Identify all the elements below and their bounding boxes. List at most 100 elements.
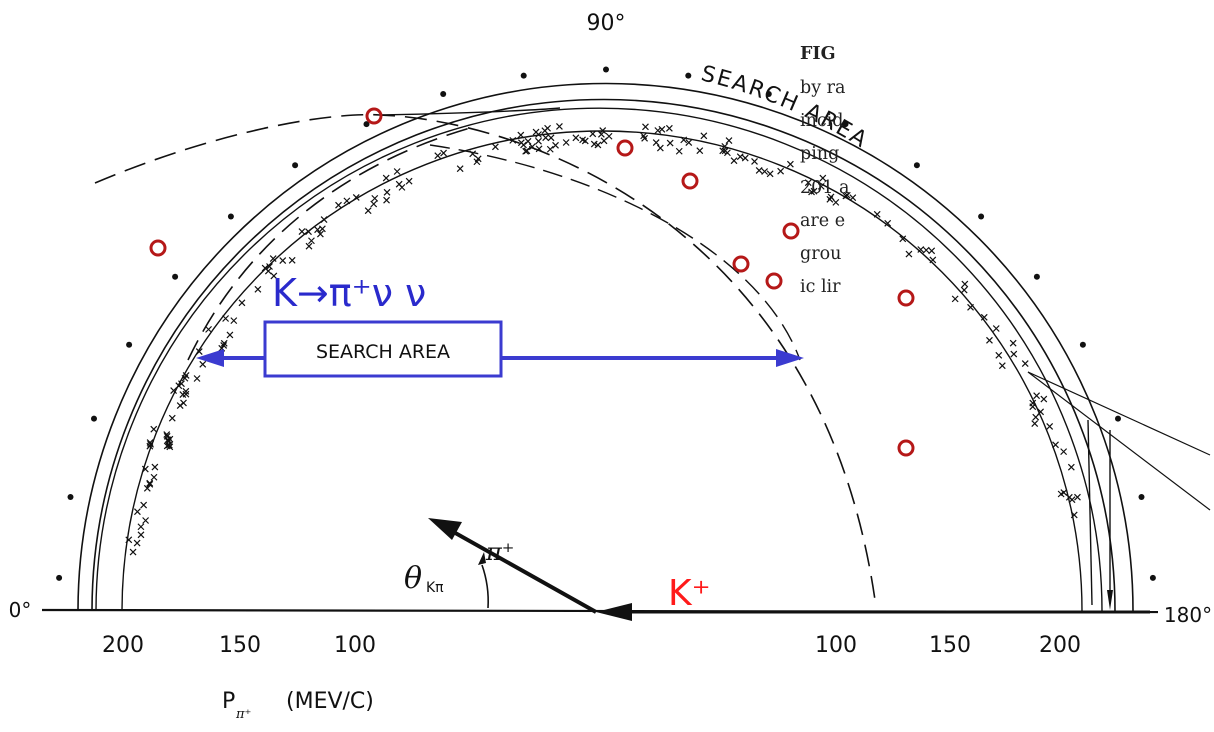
event-cross (905, 250, 913, 258)
event-cross (205, 325, 212, 333)
tick-right-150: 150 (929, 633, 971, 658)
event-cross (238, 299, 246, 307)
event-cross (917, 246, 925, 253)
right-guide-line (1087, 419, 1093, 606)
event-cross (761, 168, 769, 175)
event-cross (133, 539, 141, 547)
event-cross (725, 137, 733, 144)
angle-180-label: 180° (1164, 603, 1212, 627)
event-cross (656, 144, 664, 152)
outer-dot (1115, 415, 1121, 422)
event-cross (899, 235, 907, 243)
caption-line-5: 201 a (800, 178, 850, 198)
angle-0-label: 0° (9, 598, 32, 622)
event-cross (491, 143, 499, 151)
event-cross (199, 360, 207, 368)
event-cross (370, 200, 378, 208)
event-cross (544, 124, 552, 132)
event-cross (137, 523, 145, 531)
event-cross (832, 198, 840, 206)
theta-subscript: Kπ (426, 580, 444, 596)
event-cross (827, 193, 835, 201)
event-cross (542, 134, 550, 142)
event-crosses (125, 123, 1081, 556)
event-cross (264, 267, 272, 275)
search-arrow-left-head (196, 349, 224, 367)
event-cross (777, 167, 785, 175)
candidate-circle (765, 272, 783, 290)
event-cross (552, 141, 559, 149)
event-cross (170, 387, 178, 394)
candidate-circle (616, 139, 634, 157)
dashed-boundary-right (94, 113, 876, 601)
event-cross (751, 157, 758, 165)
search-area-arc-label: SEARCH AREA (699, 61, 873, 153)
event-cross (730, 157, 738, 165)
outer-dot (91, 415, 97, 422)
event-cross (1046, 422, 1054, 430)
event-cross (696, 147, 704, 155)
event-cross (535, 137, 542, 145)
event-cross (150, 425, 158, 433)
pion-label: π⁺ (485, 538, 514, 566)
event-cross (193, 375, 201, 382)
caption-line-2: by ra (800, 78, 846, 98)
outer-dot (1033, 273, 1040, 280)
search-area-box (263, 320, 503, 378)
dashed-boundary-left (187, 127, 471, 361)
dashed-top-link (379, 107, 561, 116)
event-cross (151, 463, 159, 471)
event-cross (546, 145, 554, 153)
candidate-circle (897, 289, 915, 307)
event-cross (986, 336, 993, 344)
event-cross (547, 134, 555, 142)
xaxis-label-unit: (MEV/C) (286, 689, 374, 714)
xaxis-label-sub: π⁺ (235, 707, 251, 722)
event-cross (884, 219, 892, 227)
dashed-boundary-mid (429, 144, 801, 361)
theta-label: θ (404, 561, 422, 596)
event-cross (666, 139, 674, 147)
event-cross (766, 170, 774, 178)
event-cross (298, 228, 306, 235)
outer-dot (1138, 494, 1145, 500)
event-cross (137, 531, 145, 539)
event-cross (556, 123, 563, 130)
event-cross (590, 140, 598, 148)
outer-dot (172, 273, 179, 280)
event-cross (220, 342, 228, 349)
outer-dot (67, 494, 74, 500)
candidate-circle (365, 107, 383, 125)
event-cross (308, 237, 315, 245)
down-arrowhead (1107, 590, 1113, 610)
event-cross (928, 247, 936, 255)
caption-line-1: FIG (800, 44, 836, 64)
caption-line-4: ping (800, 144, 840, 164)
outer-dot (126, 341, 133, 348)
event-cross (143, 484, 151, 492)
event-cross (182, 387, 190, 395)
event-cross (523, 147, 531, 155)
event-cross (654, 127, 662, 134)
event-cross (371, 194, 379, 202)
event-cross (434, 152, 442, 160)
caption-line-3: incid (800, 111, 844, 131)
event-cross (922, 246, 930, 254)
event-cross (140, 501, 148, 509)
kaon-label: K⁺ (668, 573, 711, 614)
event-cross (176, 402, 184, 410)
event-cross (1060, 489, 1068, 496)
event-cross (980, 313, 988, 321)
event-cross (270, 272, 278, 280)
outer-dot (56, 574, 63, 581)
outer-dot (978, 213, 985, 220)
event-cross (142, 517, 150, 524)
event-cross (146, 479, 154, 487)
event-cross (364, 207, 372, 215)
event-cross (335, 201, 342, 209)
event-cross (1010, 350, 1018, 358)
event-cross (562, 139, 570, 146)
leader-line-2 (1027, 371, 1211, 511)
event-cross (755, 166, 763, 174)
event-cross (398, 183, 406, 191)
